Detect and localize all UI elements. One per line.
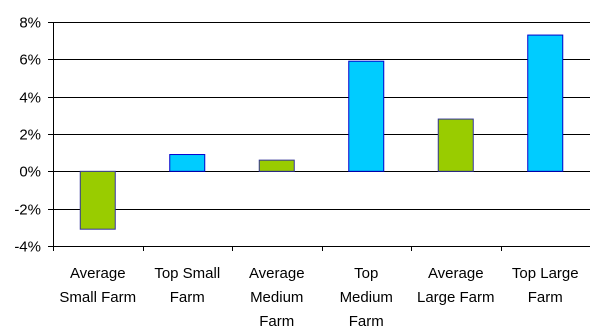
axes (48, 22, 502, 251)
y-tick-label: 2% (19, 127, 41, 144)
x-category-label: Average Large Farm (417, 265, 495, 306)
y-tick-label: 6% (19, 52, 41, 69)
bar-4 (437, 118, 474, 172)
y-tick-label: -4% (14, 239, 41, 256)
y-tick-label: 4% (19, 90, 41, 107)
x-category-label: Top Small Farm (154, 265, 220, 306)
bar-1 (169, 154, 206, 172)
y-tick-labels: 8% 6% 4% 2% 0% -2% -4% (14, 15, 41, 256)
x-category-label: Average Small Farm (59, 265, 136, 306)
y-tick-label: 0% (19, 164, 41, 181)
x-category-label: Top Large Farm (512, 265, 579, 306)
bar-2 (258, 159, 295, 172)
x-category-label: Average Medium Farm (249, 265, 305, 330)
bars (79, 34, 564, 230)
x-tick-labels: Average Small Farm Top Small Farm Average Med… (59, 265, 578, 330)
y-tick-label: 8% (19, 15, 41, 32)
y-tick-label: -2% (14, 202, 41, 219)
gridlines (53, 22, 590, 247)
bar-0 (79, 170, 116, 230)
x-category-label: Top Medium Farm (340, 265, 393, 330)
bar-3 (348, 60, 385, 172)
bar-5 (527, 34, 564, 172)
